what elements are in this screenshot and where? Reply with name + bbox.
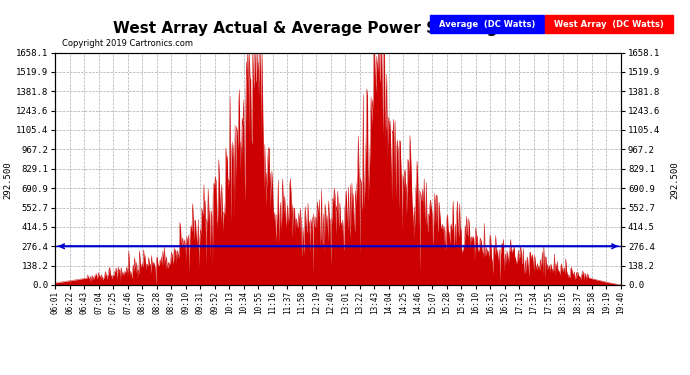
Text: Average  (DC Watts): Average (DC Watts) — [439, 20, 535, 29]
Text: 292.500: 292.500 — [3, 161, 12, 199]
Text: 292.500: 292.500 — [671, 161, 680, 199]
Text: West Array Actual & Average Power Sun Aug 11 19:50: West Array Actual & Average Power Sun Au… — [112, 21, 578, 36]
Text: Copyright 2019 Cartronics.com: Copyright 2019 Cartronics.com — [62, 39, 193, 48]
Text: West Array  (DC Watts): West Array (DC Watts) — [554, 20, 664, 29]
